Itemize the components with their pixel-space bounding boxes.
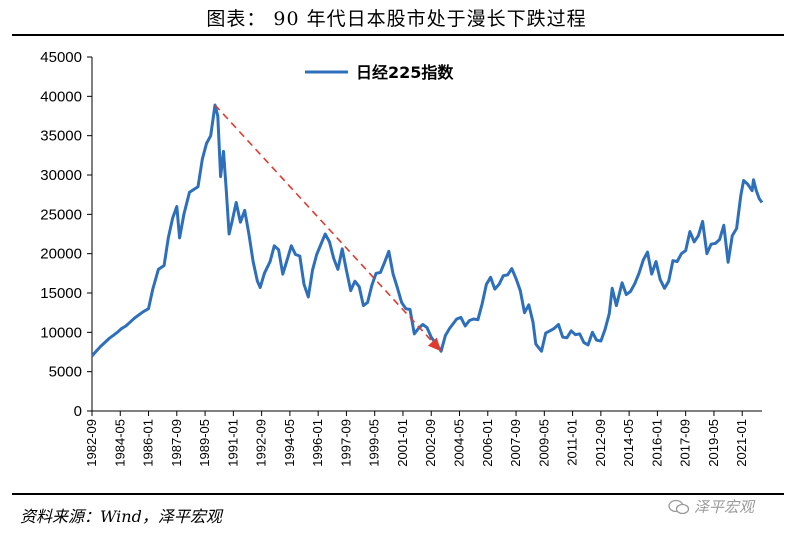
y-tick-label: 45000 [40, 49, 82, 66]
x-tick-label: 2017-09 [678, 419, 693, 467]
x-tick-label: 2016-01 [649, 419, 664, 467]
chart-axes: 0 5000 10000 15000 20000 25000 30000 35000 40000… [40, 49, 762, 467]
x-tick-label: 2014-05 [621, 419, 636, 467]
x-tick-label: 1982-09 [84, 419, 99, 467]
y-tick-label: 35000 [40, 128, 82, 145]
source-note: 资料来源：Wind，泽平宏观 [20, 507, 222, 526]
watermark: 泽平宏观 [668, 496, 754, 517]
x-tick-label: 1994-05 [282, 419, 297, 467]
y-tick-label: 0 [74, 403, 82, 420]
x-tick-label: 1984-05 [112, 419, 127, 467]
title-divider [12, 34, 784, 36]
trend-arrow-head [427, 337, 442, 352]
x-tick-label: 2007-09 [508, 419, 523, 467]
x-tick-label: 2012-09 [593, 419, 608, 467]
x-tick-label: 2004-05 [452, 419, 467, 467]
x-tick-label: 1987-09 [169, 419, 184, 467]
trend-arrow-line [214, 104, 433, 343]
y-tick-label: 40000 [40, 88, 82, 105]
series-line-nikkei225 [90, 103, 764, 357]
chart-legend: 日经225指数 [305, 63, 454, 82]
y-tick-label: 5000 [49, 364, 82, 381]
x-tick-label: 2021-01 [734, 419, 749, 467]
x-tick-label: 1999-05 [367, 419, 382, 467]
wechat-icon [668, 499, 690, 514]
legend-label: 日经225指数 [356, 63, 454, 82]
x-tick-label: 2002-09 [423, 419, 438, 467]
x-tick-label: 1986-01 [141, 419, 156, 467]
x-tick-label: 2019-05 [706, 419, 721, 467]
y-tick-label: 25000 [40, 206, 82, 223]
x-tick-label: 1991-01 [225, 419, 240, 467]
x-tick-label: 1989-05 [197, 419, 212, 467]
y-tick-label: 20000 [40, 246, 82, 263]
y-tick-label: 15000 [40, 285, 82, 302]
watermark-text: 泽平宏观 [694, 498, 755, 516]
x-tick-label: 1996-01 [310, 419, 325, 467]
x-tick-label: 2011-01 [565, 419, 580, 466]
x-tick-label: 1997-09 [338, 419, 353, 467]
y-tick-label: 30000 [40, 167, 82, 184]
chart-marks [90, 103, 764, 357]
x-tick-label: 2001-01 [395, 419, 410, 467]
footer-divider [12, 493, 784, 495]
x-tick-label: 2006-01 [480, 419, 495, 467]
y-tick-label: 10000 [40, 324, 82, 341]
x-tick-label: 2009-05 [536, 419, 551, 467]
x-tick-label: 1992-09 [254, 419, 269, 467]
chart-title: 图表： 90 年代日本股市处于漫长下跌过程 [206, 8, 587, 30]
